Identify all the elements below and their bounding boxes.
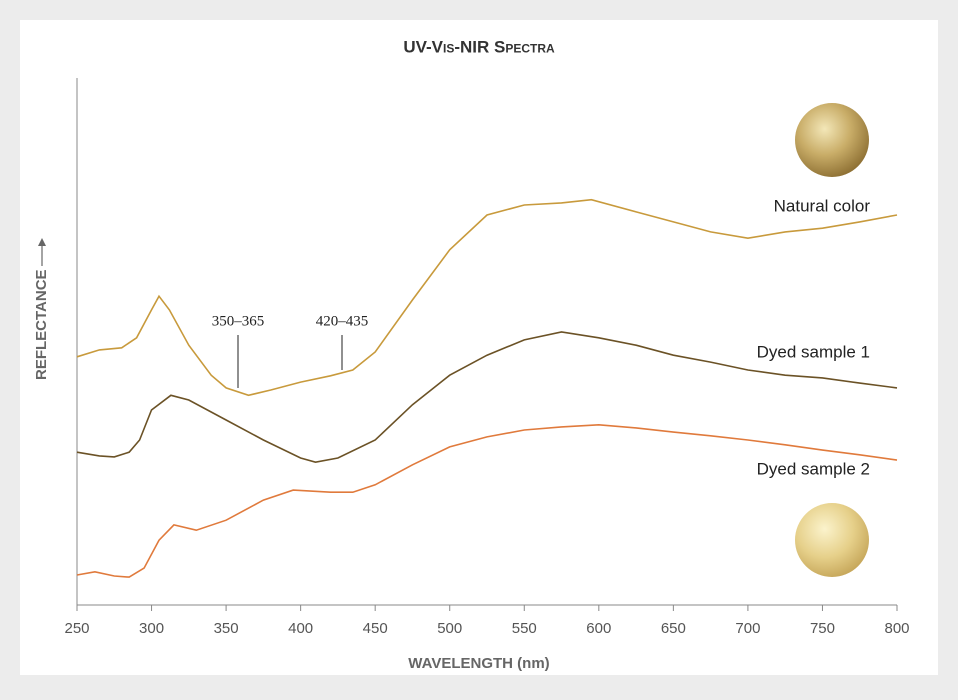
- annotation: 420–435: [316, 313, 369, 329]
- x-tick-label: 700: [735, 620, 760, 637]
- x-tick-label: 650: [661, 620, 686, 637]
- series-label: Natural color: [774, 196, 871, 215]
- x-axis-label: WAVELENGTH (nm): [408, 655, 549, 672]
- x-tick-label: 250: [64, 620, 89, 637]
- x-tick-label: 750: [810, 620, 835, 637]
- x-tick-label: 800: [884, 620, 909, 637]
- series-label: Dyed sample 1: [757, 342, 870, 361]
- pearl-dyed: [795, 503, 869, 577]
- x-tick-label: 400: [288, 620, 313, 637]
- annotation: 350–365: [212, 313, 265, 329]
- x-tick-label: 500: [437, 620, 462, 637]
- y-axis-label: REFLECTANCE: [33, 269, 50, 380]
- x-tick-label: 350: [214, 620, 239, 637]
- x-tick-label: 300: [139, 620, 164, 637]
- chart: UV-Vis-NIR Spectra WAVELENGTH (nm) REFLE…: [0, 0, 958, 695]
- series-label: Dyed sample 2: [757, 459, 870, 478]
- pearl-natural: [795, 103, 869, 177]
- x-tick-label: 550: [512, 620, 537, 637]
- x-tick-label: 600: [586, 620, 611, 637]
- x-tick-label: 450: [363, 620, 388, 637]
- chart-title: UV-Vis-NIR Spectra: [403, 37, 555, 56]
